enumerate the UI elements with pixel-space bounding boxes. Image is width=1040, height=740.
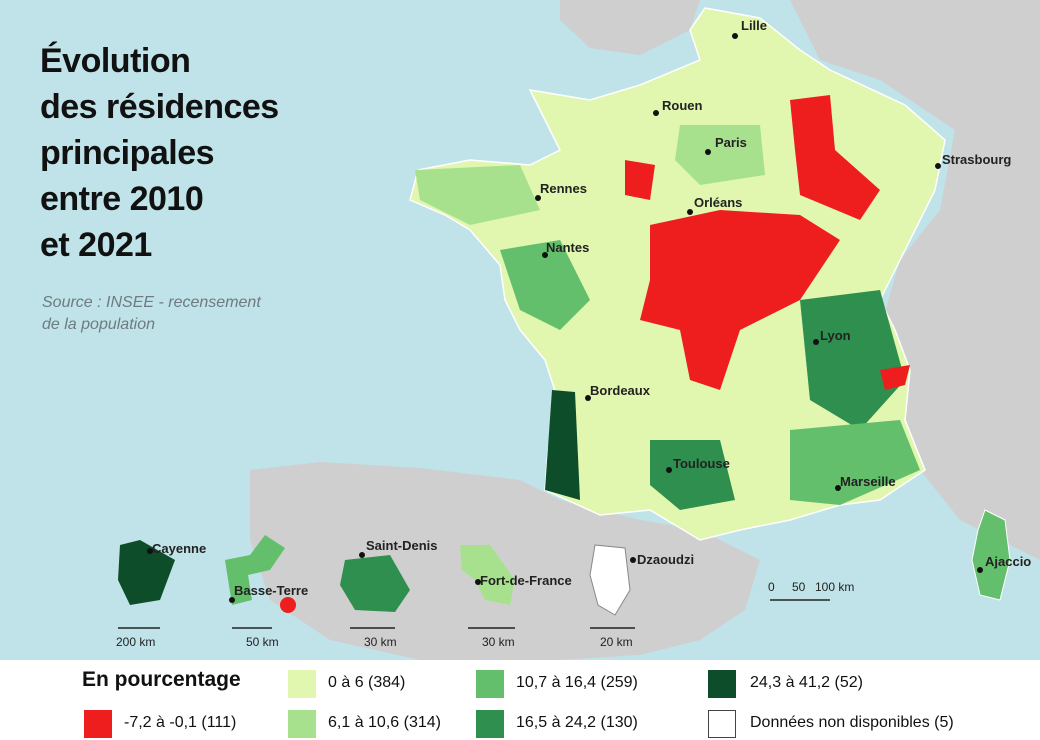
neighbor-countries-east bbox=[790, 0, 1040, 560]
map-title: Évolution des résidences principales ent… bbox=[40, 38, 340, 268]
city-rouen: Rouen bbox=[662, 98, 703, 113]
map-reunion bbox=[340, 555, 410, 612]
legend-swatch-10-16 bbox=[476, 670, 504, 698]
map-guyane bbox=[118, 540, 175, 605]
zone-atlantic-coast bbox=[500, 240, 590, 330]
zone-landes-coast bbox=[545, 390, 580, 500]
map-guadeloupe-island bbox=[280, 597, 296, 613]
zone-toulouse bbox=[650, 440, 735, 510]
legend-label-negative: -7,2 à -0,1 (111) bbox=[124, 714, 237, 731]
title-line-4: entre 2010 bbox=[40, 180, 204, 218]
city-ajaccio: Ajaccio bbox=[985, 554, 1031, 569]
city-fort-de-france: Fort-de-France bbox=[480, 573, 572, 588]
legend-swatch-24-41 bbox=[708, 670, 736, 698]
zone-decline-northeast bbox=[790, 95, 880, 220]
source-note: Source : INSEE - recensement de la popul… bbox=[42, 292, 261, 336]
city-cayenne: Cayenne bbox=[152, 541, 206, 556]
city-lille: Lille bbox=[741, 18, 767, 33]
neighbor-country-uk bbox=[560, 0, 700, 55]
city-lyon: Lyon bbox=[820, 328, 851, 343]
title-line-1: Évolution bbox=[40, 42, 191, 80]
legend-title: En pourcentage bbox=[82, 668, 241, 691]
source-line-2: de la population bbox=[42, 316, 155, 333]
legend: En pourcentage -7,2 à -0,1 (111) 0 à 6 (… bbox=[0, 660, 1040, 740]
zone-mediterranean bbox=[790, 420, 920, 505]
city-nantes: Nantes bbox=[546, 240, 589, 255]
zone-rhone-alpes bbox=[800, 290, 905, 430]
legend-swatch-negative bbox=[84, 710, 112, 738]
city-orleans: Orléans bbox=[694, 195, 742, 210]
city-bordeaux: Bordeaux bbox=[590, 383, 651, 398]
legend-swatch-na bbox=[708, 710, 736, 738]
source-line-1: Source : INSEE - recensement bbox=[42, 294, 261, 311]
city-dzaoudzi: Dzaoudzi bbox=[637, 552, 694, 567]
scale-reunion: 30 km bbox=[364, 635, 397, 649]
zone-decline-alps bbox=[880, 365, 910, 390]
title-line-5: et 2021 bbox=[40, 226, 152, 264]
city-paris: Paris bbox=[715, 135, 747, 150]
map-mayotte bbox=[589, 544, 631, 616]
scale-martinique: 30 km bbox=[482, 635, 515, 649]
legend-label-na: Données non disponibles (5) bbox=[750, 714, 954, 731]
zone-paris bbox=[675, 125, 765, 185]
legend-label-16-24: 16,5 à 24,2 (130) bbox=[516, 714, 638, 731]
city-rennes: Rennes bbox=[540, 181, 587, 196]
legend-swatch-16-24 bbox=[476, 710, 504, 738]
scale-main-50: 50 bbox=[792, 580, 806, 594]
scale-bars bbox=[118, 599, 830, 629]
map-martinique bbox=[460, 545, 515, 605]
map: Lille Rouen Paris Strasbourg Rennes Orlé… bbox=[116, 0, 1040, 660]
scale-guadeloupe: 50 km bbox=[246, 635, 279, 649]
legend-swatch-6-10 bbox=[288, 710, 316, 738]
title-line-2: des résidences bbox=[40, 88, 279, 126]
legend-label-24-41: 24,3 à 41,2 (52) bbox=[750, 674, 863, 691]
corsica bbox=[971, 509, 1011, 601]
title-line-3: principales bbox=[40, 134, 215, 172]
city-labels: Lille Rouen Paris Strasbourg Rennes Orlé… bbox=[535, 18, 1031, 573]
scale-main-100: 100 km bbox=[815, 580, 854, 594]
city-strasbourg: Strasbourg bbox=[942, 152, 1011, 167]
scale-guyane: 200 km bbox=[116, 635, 155, 649]
legend-swatch-0-6 bbox=[288, 670, 316, 698]
legend-label-6-10: 6,1 à 10,6 (314) bbox=[328, 714, 441, 731]
city-toulouse: Toulouse bbox=[673, 456, 730, 471]
scale-mayotte: 20 km bbox=[600, 635, 633, 649]
zone-brittany bbox=[415, 165, 540, 225]
city-basse-terre: Basse-Terre bbox=[234, 583, 308, 598]
zone-decline-normandy bbox=[625, 160, 655, 200]
legend-label-10-16: 10,7 à 16,4 (259) bbox=[516, 674, 638, 691]
city-saint-denis: Saint-Denis bbox=[366, 538, 438, 553]
scale-main-0: 0 bbox=[768, 580, 775, 594]
overseas-labels: Cayenne Basse-Terre Saint-Denis Fort-de-… bbox=[147, 538, 694, 603]
city-marseille: Marseille bbox=[840, 474, 896, 489]
legend-label-0-6: 0 à 6 (384) bbox=[328, 674, 406, 691]
zone-decline-center bbox=[640, 210, 840, 390]
map-guadeloupe bbox=[225, 535, 285, 605]
